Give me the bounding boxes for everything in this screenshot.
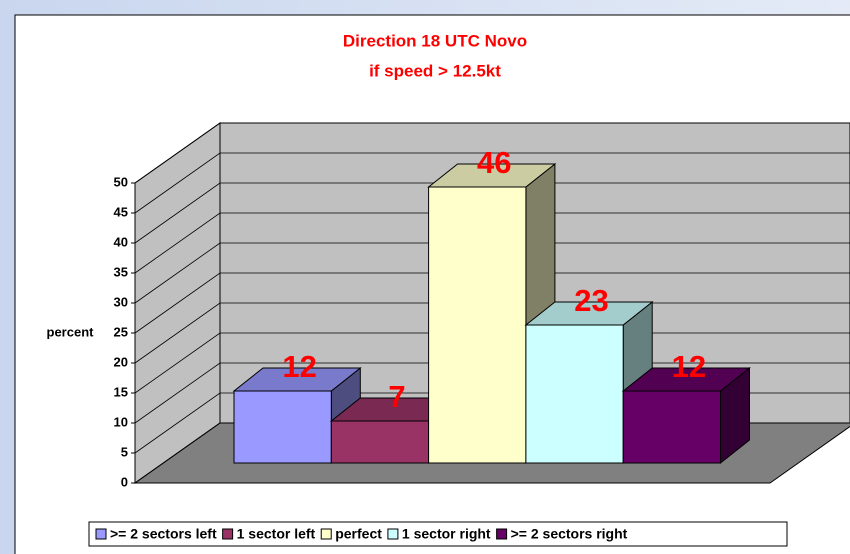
data-label: 23 bbox=[574, 283, 608, 318]
y-tick-label: 30 bbox=[114, 294, 128, 309]
bar bbox=[621, 366, 751, 465]
legend-swatch bbox=[222, 528, 234, 540]
legend-label: 1 sector right bbox=[402, 526, 491, 542]
y-tick-label: 5 bbox=[121, 444, 128, 459]
bar-front bbox=[233, 390, 332, 464]
grid-line bbox=[134, 272, 850, 334]
bar-front bbox=[622, 390, 722, 464]
bar-front bbox=[330, 420, 430, 464]
data-label: 46 bbox=[477, 145, 511, 180]
grid-line bbox=[134, 242, 850, 304]
legend-label: perfect bbox=[335, 526, 382, 542]
chart-title: Direction 18 UTC Novo bbox=[343, 31, 527, 50]
data-label: 7 bbox=[388, 379, 405, 414]
y-tick-label: 40 bbox=[114, 234, 128, 249]
bar-front bbox=[428, 186, 527, 464]
bar-front bbox=[525, 324, 624, 464]
legend-label: >= 2 sectors left bbox=[110, 526, 217, 542]
y-tick-label: 0 bbox=[121, 474, 128, 489]
legend-swatch bbox=[95, 528, 107, 540]
y-axis-label: percent bbox=[47, 324, 95, 339]
legend-box bbox=[88, 521, 788, 547]
y-tick-label: 25 bbox=[114, 324, 128, 339]
legend-label: >= 2 sectors right bbox=[511, 526, 628, 542]
data-label: 12 bbox=[282, 349, 316, 384]
legend-swatch bbox=[320, 528, 332, 540]
chart-subtitle: if speed > 12.5kt bbox=[369, 61, 501, 80]
legend-swatch bbox=[496, 528, 508, 540]
legend-swatch bbox=[387, 528, 399, 540]
y-tick-label: 35 bbox=[114, 264, 128, 279]
grid-line bbox=[134, 152, 850, 214]
legend-label: 1 sector left bbox=[237, 526, 316, 542]
data-label: 12 bbox=[672, 349, 706, 384]
y-tick-label: 20 bbox=[114, 354, 128, 369]
grid-line bbox=[134, 212, 850, 274]
y-tick-label: 15 bbox=[114, 384, 128, 399]
y-tick-label: 50 bbox=[114, 174, 128, 189]
y-tick-label: 45 bbox=[114, 204, 128, 219]
grid-line bbox=[134, 122, 850, 184]
grid-line bbox=[134, 182, 850, 244]
y-tick-label: 10 bbox=[114, 414, 128, 429]
